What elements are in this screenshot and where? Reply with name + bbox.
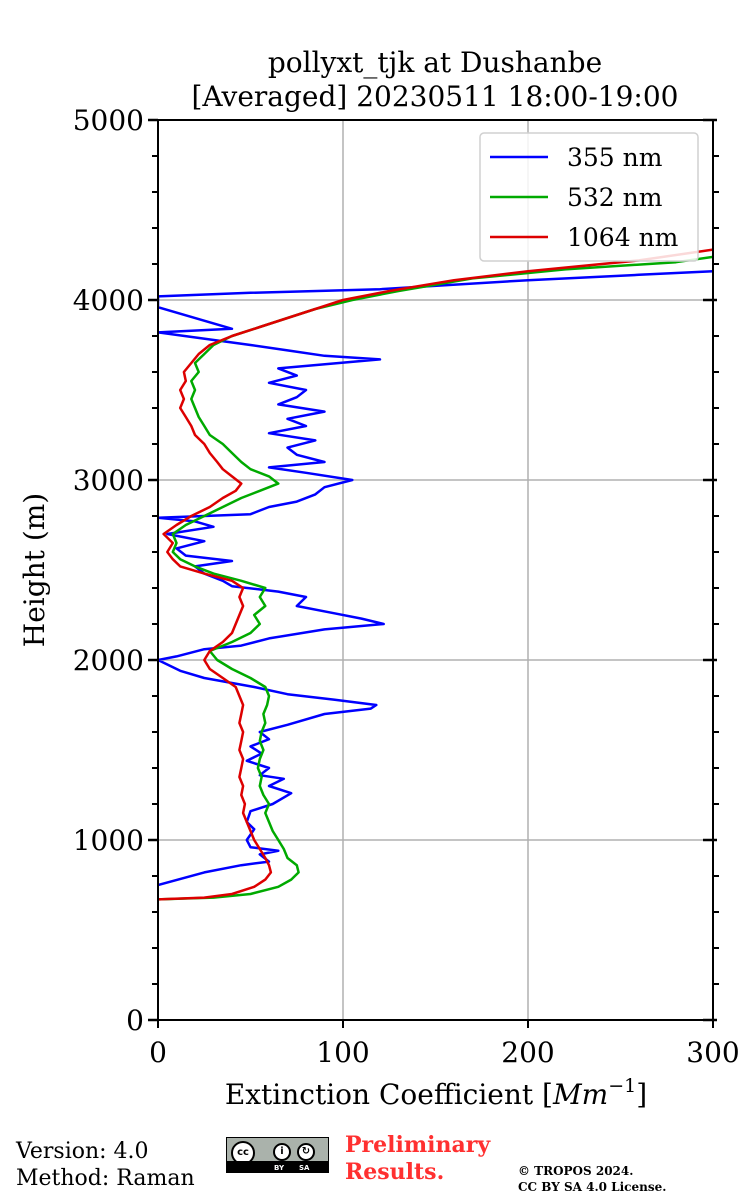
method-text: Method: Raman	[16, 1166, 195, 1191]
version-text: Version: 4.0	[16, 1139, 149, 1164]
cc-sa-label: SA	[299, 1164, 310, 1172]
legend: 355 nm 532 nm 1064 nm	[479, 132, 699, 262]
legend-label: 532 nm	[567, 183, 663, 212]
y-tick-label: 1000	[73, 824, 144, 857]
y-tick-label: 4000	[73, 284, 144, 317]
y-axis-label: Height (m)	[18, 493, 51, 647]
by-attribution-icon: i	[273, 1143, 291, 1161]
y-tick-label: 3000	[73, 464, 144, 497]
footer-info: Version: 4.0 Method: Raman	[16, 1138, 195, 1192]
preliminary-results-note: Preliminary Results.	[345, 1132, 490, 1186]
preliminary-line2: Results.	[345, 1159, 445, 1185]
x-tick-label: 200	[501, 1036, 554, 1069]
x-axis-label: Extinction Coefficient [Mm−1]	[225, 1075, 647, 1111]
extinction-chart: pollyxt_tjk at Dushanbe [Averaged] 20230…	[18, 46, 740, 1111]
chart-title-line1: pollyxt_tjk at Dushanbe	[268, 46, 602, 79]
legend-label: 1064 nm	[567, 223, 679, 252]
axis-ticks	[148, 118, 719, 1028]
series-line-532-nm	[158, 255, 713, 901]
copyright-notice: © TROPOS 2024. CC BY SA 4.0 License.	[518, 1163, 666, 1195]
y-tick-label: 0	[126, 1004, 144, 1037]
chart-title-line2: [Averaged] 20230511 18:00-19:00	[192, 80, 679, 113]
legend-box	[479, 132, 699, 262]
copyright-line1: © TROPOS 2024.	[518, 1164, 634, 1178]
cc-license-badge: cc i ↻ BY SA	[226, 1137, 329, 1173]
y-tick-label: 5000	[73, 104, 144, 137]
series-line-1064-nm	[158, 248, 713, 901]
share-alike-icon: ↻	[297, 1143, 315, 1161]
cc-badge-strip: BY SA	[227, 1161, 328, 1172]
preliminary-line1: Preliminary	[345, 1132, 491, 1158]
x-tick-label: 0	[149, 1036, 167, 1069]
x-tick-label: 100	[316, 1036, 369, 1069]
copyright-line2: CC BY SA 4.0 License.	[518, 1180, 667, 1194]
cc-by-label: BY	[274, 1164, 285, 1172]
series-group	[158, 248, 713, 901]
legend-label: 355 nm	[567, 143, 663, 172]
x-tick-label: 300	[686, 1036, 739, 1069]
y-tick-label: 2000	[73, 644, 144, 677]
plot-frame	[157, 119, 714, 1021]
